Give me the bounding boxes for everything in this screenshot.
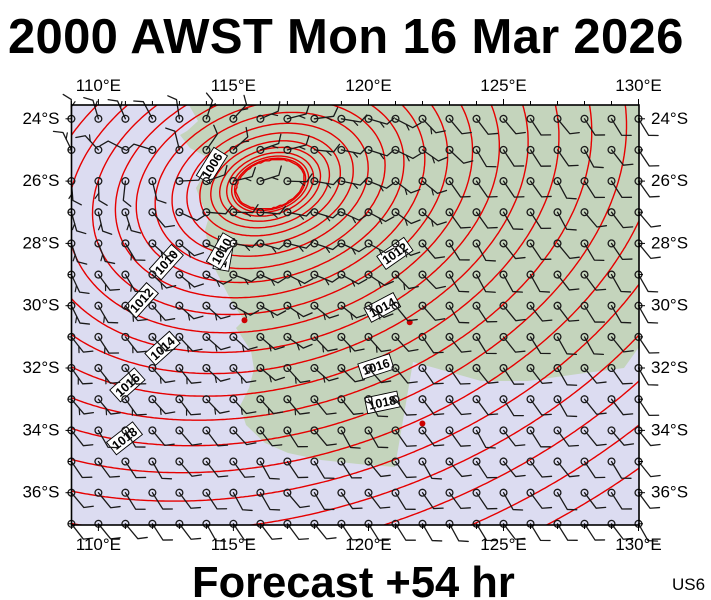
- svg-text:125°E: 125°E: [480, 535, 527, 554]
- svg-text:120°E: 120°E: [345, 76, 392, 95]
- svg-text:34°S: 34°S: [22, 420, 59, 439]
- svg-text:32°S: 32°S: [22, 358, 59, 377]
- svg-text:125°E: 125°E: [480, 76, 527, 95]
- svg-text:28°S: 28°S: [22, 233, 59, 252]
- svg-text:36°S: 36°S: [22, 483, 59, 502]
- svg-text:30°S: 30°S: [22, 296, 59, 315]
- svg-text:24°S: 24°S: [22, 109, 59, 128]
- svg-text:110°E: 110°E: [76, 535, 121, 554]
- svg-text:130°E: 130°E: [615, 76, 662, 95]
- svg-text:32°S: 32°S: [651, 358, 688, 377]
- svg-text:120°E: 120°E: [345, 535, 392, 554]
- svg-text:24°S: 24°S: [651, 109, 688, 128]
- svg-text:26°S: 26°S: [651, 171, 688, 190]
- svg-text:30°S: 30°S: [651, 296, 688, 315]
- svg-text:26°S: 26°S: [22, 171, 59, 190]
- svg-text:28°S: 28°S: [651, 233, 688, 252]
- svg-text:115°E: 115°E: [211, 76, 256, 95]
- svg-text:34°S: 34°S: [651, 420, 688, 439]
- svg-text:130°E: 130°E: [615, 535, 662, 554]
- svg-text:110°E: 110°E: [76, 76, 121, 95]
- svg-text:36°S: 36°S: [651, 483, 688, 502]
- svg-text:115°E: 115°E: [211, 535, 256, 554]
